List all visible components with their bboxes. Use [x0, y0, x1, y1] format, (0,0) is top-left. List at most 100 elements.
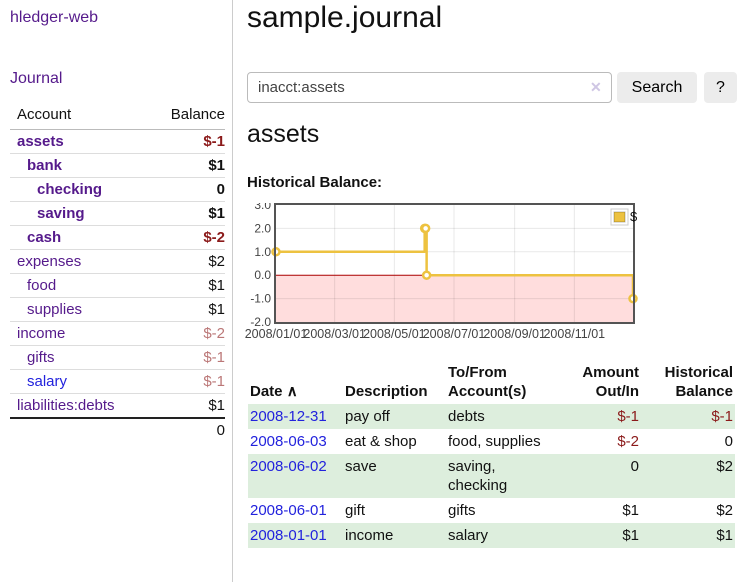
x-axis: 2008/01/012008/03/012008/05/012008/07/01…: [245, 205, 605, 341]
svg-text:2008/07/01: 2008/07/01: [423, 327, 486, 341]
register-cell-amount: $-2: [617, 433, 639, 450]
register-cell-accounts: gifts: [448, 502, 476, 519]
svg-text:0.0: 0.0: [254, 268, 271, 282]
register-cell-accounts: salary: [448, 527, 489, 544]
account-row: supplies $1: [10, 297, 225, 322]
transaction-date-link[interactable]: 2008-06-01: [250, 502, 327, 519]
svg-text:2008/11/01: 2008/11/01: [543, 327, 605, 341]
svg-text:2008/09/01: 2008/09/01: [483, 327, 546, 341]
account-link-liabilities-debts[interactable]: liabilities:debts: [17, 397, 115, 414]
account-row: checking 0: [10, 177, 225, 202]
account-row: expenses $2: [10, 249, 225, 274]
account-row: assets $-1: [10, 129, 225, 154]
register-cell-date: 2008-06-03: [248, 429, 343, 454]
svg-text:-2.0: -2.0: [250, 315, 271, 329]
table-row: 2008-06-01 gift gifts $1 $2: [248, 498, 735, 523]
register-cell-amount: 0: [630, 458, 639, 475]
account-link-income[interactable]: income: [17, 325, 66, 342]
search-form: ✕ Search ?: [247, 72, 739, 103]
account-link-salary[interactable]: salary: [27, 373, 68, 390]
negative-region: [276, 275, 633, 322]
account-row: salary $-1: [10, 369, 225, 394]
register-header-amount: Amount Out/In: [582, 364, 639, 400]
register-header-balance: Historical Balance: [664, 364, 733, 400]
register-cell-amount: $1: [622, 502, 639, 519]
account-link-food[interactable]: food: [27, 277, 57, 294]
account-link-expenses[interactable]: expenses: [17, 253, 82, 270]
accounts-table-body: assets $-1 bank $1 checking 0 saving $1 cash $-2 e…: [10, 129, 225, 419]
sidebar: hledger-web Journal Account Balance asse…: [0, 0, 233, 582]
register-cell-balance: $2: [716, 502, 733, 519]
register-header-description: Description: [345, 383, 428, 400]
series-markers: [271, 223, 638, 304]
table-row: 2008-12-31 pay off debts $-1 $-1: [248, 404, 735, 429]
account-row: bank $1: [10, 153, 225, 178]
account-row: saving $1: [10, 201, 225, 226]
table-row: 2008-06-02 save saving, checking 0 $2: [248, 454, 735, 498]
account-balance: $-2: [203, 325, 225, 342]
account-balance: $1: [208, 277, 225, 294]
transaction-date-link[interactable]: 2008-12-31: [250, 408, 327, 425]
table-row: 2008-01-01 income salary $1 $1: [248, 523, 735, 548]
register-cell-date: 2008-06-01: [248, 498, 343, 523]
account-link-gifts[interactable]: gifts: [27, 349, 55, 366]
sidebar-item-journal[interactable]: Journal: [10, 70, 63, 87]
account-row: gifts $-1: [10, 345, 225, 370]
transaction-date-link[interactable]: 2008-06-02: [250, 458, 327, 475]
register-cell-date: 2008-12-31: [248, 404, 343, 429]
account-link-saving[interactable]: saving: [37, 205, 85, 222]
register-cell-description: income: [345, 527, 394, 544]
register-header-date[interactable]: Date ∧: [250, 383, 298, 400]
register-cell-amount: $1: [622, 527, 639, 544]
register-cell-balance: $1: [716, 527, 733, 544]
account-link-cash[interactable]: cash: [27, 229, 62, 246]
register-header-row: Date ∧ Description To/From Account(s) Am…: [248, 361, 735, 404]
register-cell-balance: $-1: [711, 408, 733, 425]
page-title: sample.journal: [247, 1, 443, 34]
account-link-bank[interactable]: bank: [27, 157, 63, 174]
accounts-table: Account Balance assets $-1 bank $1 checking 0…: [10, 102, 225, 442]
account-link-checking[interactable]: checking: [37, 181, 103, 198]
accounts-total-value: 0: [216, 422, 225, 439]
account-title: assets: [247, 120, 320, 148]
svg-text:2008/03/01: 2008/03/01: [303, 327, 366, 341]
account-link-supplies[interactable]: supplies: [27, 301, 83, 318]
accounts-total-row: 0: [10, 418, 225, 442]
search-button[interactable]: Search: [617, 72, 697, 103]
account-balance: $2: [208, 253, 225, 270]
account-balance: $1: [208, 301, 225, 318]
register-cell-balance: $2: [716, 458, 733, 475]
account-balance: $1: [208, 205, 225, 222]
register-cell-description: pay off: [345, 408, 390, 425]
transaction-date-link[interactable]: 2008-01-01: [250, 527, 327, 544]
account-balance: $-1: [203, 349, 225, 366]
register-cell-accounts: saving, checking: [448, 458, 508, 494]
register-cell-balance: 0: [724, 433, 733, 450]
transaction-date-link[interactable]: 2008-06-03: [250, 433, 327, 450]
register-table: Date ∧ Description To/From Account(s) Am…: [248, 361, 735, 548]
svg-text:2008/01/01: 2008/01/01: [245, 327, 308, 341]
accounts-header-account: Account: [10, 102, 152, 130]
svg-text:$: $: [630, 209, 638, 224]
search-clear-icon[interactable]: ✕: [590, 79, 602, 95]
svg-text:3.0: 3.0: [254, 203, 271, 212]
chart-legend: $: [610, 208, 638, 226]
help-button[interactable]: ?: [704, 72, 737, 103]
register-header-accounts: To/From Account(s): [448, 364, 527, 400]
search-input[interactable]: [247, 72, 612, 103]
register-cell-description: gift: [345, 502, 366, 519]
svg-text:2008/05/01: 2008/05/01: [363, 327, 426, 341]
account-row: income $-2: [10, 321, 225, 346]
account-balance: $-1: [203, 373, 225, 390]
sort-asc-icon: ∧: [286, 383, 298, 400]
historical-balance-chart: 2008/01/012008/03/012008/05/012008/07/01…: [245, 203, 638, 341]
account-row: food $1: [10, 273, 225, 298]
account-link-assets[interactable]: assets: [17, 133, 64, 150]
account-balance: $1: [208, 157, 225, 174]
account-balance: $-1: [203, 133, 225, 150]
account-row: liabilities:debts $1: [10, 393, 225, 419]
svg-text:1.0: 1.0: [254, 245, 271, 259]
svg-text:-1.0: -1.0: [250, 292, 271, 306]
brand-link[interactable]: hledger-web: [10, 9, 99, 26]
